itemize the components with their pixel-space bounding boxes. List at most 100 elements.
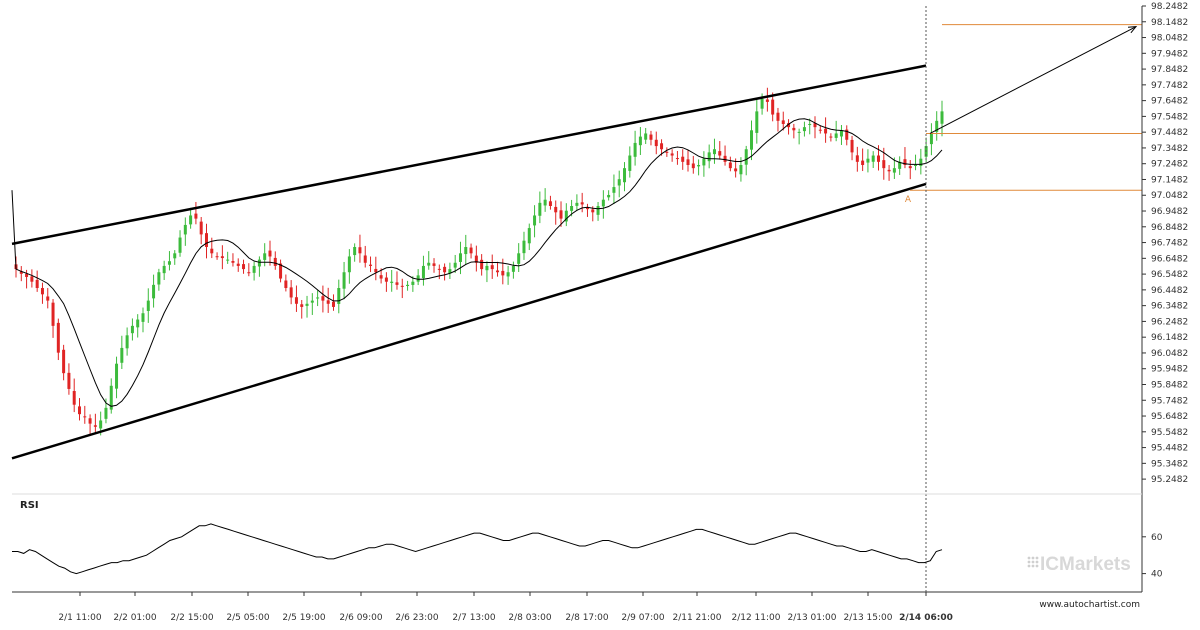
candle-up	[390, 269, 394, 292]
candle-up	[633, 130, 637, 166]
candle-up	[125, 327, 129, 356]
time-axis: 2/1 11:00 2/2 01:00 2/2 15:00 2/5 05:00 2/5 …	[12, 6, 1142, 623]
candle-down	[776, 107, 780, 132]
point-a-label: A	[905, 195, 912, 205]
candle-body	[178, 237, 182, 253]
candle-down	[268, 240, 272, 266]
branding: ICMarkets www.autochartist.com	[1027, 554, 1140, 610]
price-tick-label: 96.4482	[1151, 286, 1188, 296]
candle-down	[855, 146, 859, 172]
candle-body	[929, 133, 933, 145]
candle-body	[522, 240, 526, 254]
candle-up	[458, 241, 462, 275]
candle-down	[77, 398, 81, 421]
candle-up	[136, 314, 140, 338]
candle-body	[591, 209, 595, 213]
candle-body	[183, 224, 187, 235]
candle-up	[427, 251, 431, 270]
candle-body	[152, 284, 156, 299]
candle-up	[517, 243, 521, 273]
candle-down	[199, 217, 203, 245]
price-tick-label: 96.2482	[1151, 317, 1188, 327]
candle-up	[120, 335, 124, 370]
candle-up	[522, 231, 526, 260]
candle-body	[300, 304, 304, 307]
channel-lower-line	[11, 182, 927, 460]
candle-body	[379, 275, 383, 279]
candle-body	[543, 199, 547, 206]
candle-body	[342, 272, 346, 289]
candle-down	[554, 200, 558, 225]
candle-down	[787, 119, 791, 135]
forecast-arrow	[929, 26, 1138, 134]
candle-body	[427, 262, 431, 266]
candle-body	[46, 296, 50, 301]
price-tick-label: 97.7482	[1151, 81, 1188, 91]
rsi-tick-label: 40	[1151, 570, 1163, 580]
candle-down	[289, 280, 293, 305]
candle-body	[30, 276, 34, 282]
candle-body	[125, 335, 129, 349]
candle-body	[469, 247, 473, 254]
candle-body	[760, 98, 764, 109]
candle-body	[199, 221, 203, 235]
candle-body	[818, 129, 822, 131]
candle-up	[257, 256, 261, 277]
logo-dot	[1035, 560, 1039, 564]
price-tick-label: 97.3482	[1151, 144, 1188, 154]
candle-down	[903, 147, 907, 169]
candle-up	[152, 274, 156, 308]
candle-body	[548, 201, 552, 207]
candle-body	[257, 259, 261, 267]
candle-body	[612, 187, 616, 193]
candle-body	[99, 420, 103, 429]
candle-body	[570, 206, 574, 211]
candle-body	[443, 266, 447, 273]
candle-up	[183, 217, 187, 246]
price-tick-label: 96.6482	[1151, 254, 1188, 264]
candle-body	[242, 264, 246, 270]
candle-body	[617, 179, 621, 186]
candle-up	[808, 118, 812, 135]
candle-body	[702, 158, 706, 166]
candle-down	[591, 206, 595, 222]
candle-body	[501, 270, 505, 276]
candle-body	[845, 129, 849, 140]
candle-body	[19, 271, 23, 274]
candle-down	[40, 282, 44, 304]
candle-up	[712, 138, 716, 164]
candle-up	[898, 156, 902, 175]
candle-body	[62, 349, 66, 374]
candle-up	[252, 261, 256, 281]
candle-body	[146, 300, 150, 311]
candle-body	[120, 347, 124, 363]
website-link[interactable]: www.autochartist.com	[1039, 600, 1140, 610]
candle-body	[707, 152, 711, 162]
price-tick-label: 96.3482	[1151, 302, 1188, 312]
candle-body	[194, 213, 198, 219]
candle-up	[342, 261, 346, 300]
candle-down	[56, 318, 60, 361]
candle-up	[834, 120, 838, 142]
candle-up	[448, 262, 452, 279]
candle-down	[771, 92, 775, 122]
logo-dots-icon	[1027, 556, 1039, 568]
logo-dot	[1031, 560, 1035, 564]
price-tick-label: 96.7482	[1151, 239, 1188, 249]
candle-up	[575, 194, 579, 212]
time-tick-label: 2/9 07:00	[621, 613, 665, 623]
candle-down	[215, 252, 219, 260]
candle-down	[231, 253, 235, 267]
candle-up	[173, 250, 177, 265]
candle-down	[236, 258, 240, 272]
candle-up	[527, 223, 531, 251]
price-tick-label: 97.2482	[1151, 160, 1188, 170]
candle-body	[40, 288, 44, 295]
candle-up	[871, 151, 875, 168]
candle-down	[654, 131, 658, 155]
candle-body	[231, 261, 235, 263]
candle-down	[358, 234, 362, 263]
candle-up	[141, 307, 145, 333]
candle-down	[67, 363, 71, 395]
time-tick-label: 2/14 06:00	[899, 613, 953, 623]
